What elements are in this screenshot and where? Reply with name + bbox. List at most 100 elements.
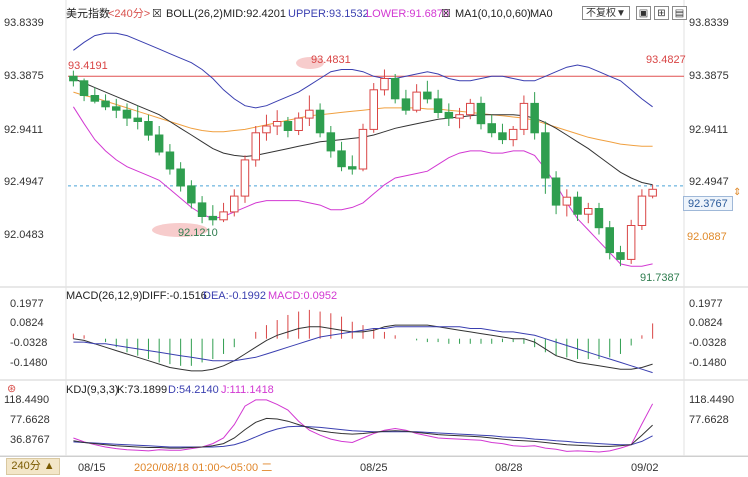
candle-body: [240, 159, 250, 197]
macd-axis-right-label: 0.1977: [689, 298, 723, 310]
price-axis-right-label: 93.3875: [689, 70, 729, 82]
candle-body: [133, 117, 142, 122]
candle-body: [584, 208, 593, 215]
footer-divider: [0, 456, 748, 457]
candle-body: [122, 109, 132, 119]
kdj-d-value: D:54.2140: [168, 384, 219, 396]
candle-body: [476, 102, 486, 125]
candle-body: [541, 132, 550, 179]
timeframe-button[interactable]: 240分 ▲: [6, 458, 60, 475]
date-label: 09/02: [631, 462, 659, 474]
reweight-select[interactable]: 不复权▼: [582, 6, 630, 20]
candle-body: [165, 151, 175, 170]
macd-dea-line: [73, 326, 653, 374]
current-price-value: 92.3767: [688, 198, 728, 210]
ma-label: MA1(0,10,0,60): [455, 8, 531, 20]
candle-body: [369, 89, 378, 130]
kdj-j-value: J:111.1418: [221, 384, 274, 396]
candle-body: [197, 202, 207, 217]
candle-body: [315, 109, 325, 134]
candle-body: [594, 208, 604, 229]
kdj-axis-left-label: 77.6628: [10, 414, 50, 426]
candle-body: [208, 215, 218, 221]
instrument-title: 美元指数: [66, 8, 110, 20]
candle-body: [230, 195, 239, 213]
candle-body: [305, 109, 314, 119]
candle-body: [466, 102, 475, 116]
candle-body: [283, 121, 293, 131]
macd-axis-right-label: -0.1480: [689, 357, 727, 369]
price-axis-right-label: 92.9411: [689, 124, 728, 136]
kdj-axis-left-label: 118.4490: [4, 394, 50, 406]
price-axis-left-label: 92.9411: [4, 124, 43, 136]
timeframe-label: <240分>: [108, 8, 151, 20]
macd-axis-left-label: 0.0824: [10, 317, 44, 329]
high-highlight-marker: [296, 57, 324, 69]
candle-body: [154, 134, 164, 153]
candle-body: [251, 132, 260, 161]
candle-body: [455, 114, 464, 119]
candle-body: [294, 117, 303, 131]
boll-label: BOLL(26,2): [166, 8, 223, 20]
hline-center-label: 93.4831: [311, 54, 351, 66]
indicator-checkbox-icon[interactable]: ☒: [152, 8, 162, 20]
candle-body: [90, 95, 100, 102]
price-axis-left-label: 92.4947: [4, 176, 44, 188]
candle-body: [337, 150, 346, 168]
candle-body: [637, 195, 647, 227]
ma-checkbox-icon[interactable]: ☒: [441, 8, 451, 20]
candle-body: [562, 196, 572, 206]
grid-icon[interactable]: ⊞: [654, 6, 669, 20]
macd-label: MACD(26,12,9): [66, 290, 143, 302]
candle-body: [79, 80, 89, 97]
chevron-down-icon: ▼: [616, 8, 626, 19]
candle-body: [262, 125, 271, 134]
candle-body: [648, 188, 657, 197]
candle-body: [412, 91, 421, 111]
boll-upper-line: [73, 32, 653, 109]
settings-icon[interactable]: ▤: [672, 6, 687, 20]
candle-body: [433, 98, 443, 114]
date-label: 08/25: [360, 462, 388, 474]
candle-body: [626, 225, 636, 260]
price-axis-right-label: 93.8339: [689, 17, 729, 29]
current-price-box: 92.3767: [683, 196, 733, 211]
boll-lower-value: LOWER:91.6870: [366, 8, 450, 20]
reweight-label: 不复权: [586, 8, 617, 19]
candle-body: [401, 98, 411, 111]
kdj-d-line: [73, 425, 653, 448]
macd-diff-value: DIFF:-0.1516: [142, 290, 207, 302]
macd-axis-left-label: 0.1977: [10, 298, 44, 310]
date-label: 08/15: [78, 462, 106, 474]
kdj-k-line: [73, 417, 653, 449]
price-axis-right-label: 92.4947: [689, 176, 729, 188]
candle-body: [272, 121, 282, 127]
candle-body: [112, 106, 121, 111]
candle-body: [616, 252, 625, 260]
low-right-label: 91.7387: [640, 272, 680, 284]
kdj-axis-right-label: 77.6628: [689, 414, 729, 426]
boll-mid-value: MID:92.4201: [223, 8, 286, 20]
candle-body: [444, 111, 454, 119]
price-axis-left-label: 92.0483: [4, 229, 44, 241]
swap-arrows-icon[interactable]: ⇕: [733, 187, 742, 198]
candle-body: [144, 121, 153, 136]
candle-body: [508, 128, 518, 141]
candle-body: [187, 185, 196, 204]
candle-body: [530, 102, 539, 134]
macd-axis-right-label: -0.0328: [689, 337, 727, 349]
candle-body: [380, 78, 389, 91]
candle-body: [519, 102, 529, 130]
candle-body: [69, 75, 78, 82]
cursor-time-label: 2020/08/18 01:00～05:00 二: [134, 462, 273, 474]
candle-body: [219, 211, 228, 221]
candle-body: [176, 168, 185, 187]
date-label: 08/28: [495, 462, 523, 474]
minimize-icon[interactable]: ▣: [636, 6, 651, 20]
target-icon[interactable]: ⊛: [7, 383, 17, 395]
boll-upper-value: UPPER:93.1532: [288, 8, 369, 20]
kdj-k-value: K:73.1899: [117, 384, 168, 396]
macd-axis-left-label: -0.0328: [10, 337, 48, 349]
candle-body: [326, 132, 336, 152]
